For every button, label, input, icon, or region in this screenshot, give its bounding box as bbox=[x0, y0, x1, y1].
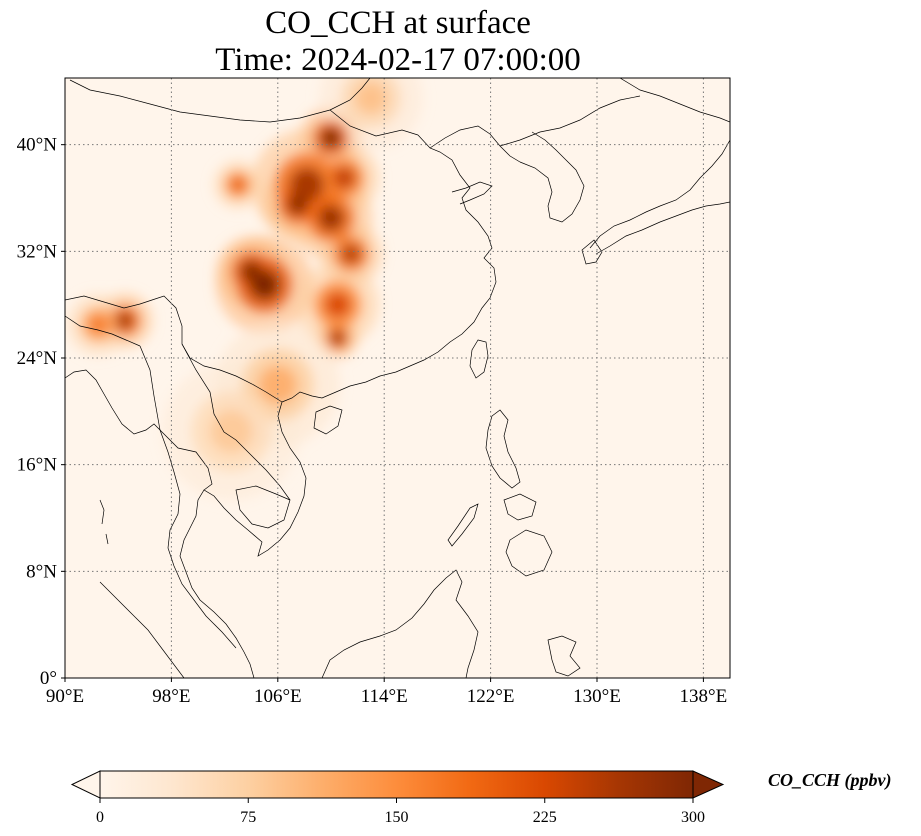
longitude-tick-label: 90°E bbox=[46, 686, 84, 707]
latitude-tick-label: 16°N bbox=[17, 455, 58, 476]
japan-coastline bbox=[589, 139, 730, 249]
colorbar-extend-low bbox=[70, 770, 101, 799]
china-southwest-border bbox=[65, 295, 283, 403]
colorbar-tick-label: 150 bbox=[385, 809, 409, 826]
cambodia-border bbox=[235, 485, 291, 529]
myanmar-coastline bbox=[65, 369, 161, 435]
map-frame bbox=[64, 77, 731, 679]
longitude-tick-label: 98°E bbox=[152, 686, 190, 707]
taiwan-coastline bbox=[469, 339, 489, 379]
concentration-hotspot bbox=[318, 205, 344, 231]
colorbar-tick-label: 300 bbox=[681, 809, 705, 826]
concentration-hotspot bbox=[116, 312, 134, 330]
sulawesi-coastline bbox=[547, 635, 581, 677]
colorbar-extend-high bbox=[692, 770, 725, 799]
concentration-hotspot bbox=[290, 167, 325, 202]
concentration-hotspot bbox=[354, 82, 387, 114]
longitude-tick-label: 122°E bbox=[467, 686, 515, 707]
concentration-hotspot bbox=[331, 331, 345, 345]
myanmar-border bbox=[139, 345, 161, 431]
borneo-coastline bbox=[321, 569, 479, 678]
china-coastline bbox=[281, 134, 497, 403]
latitude-tick-label: 40°N bbox=[17, 135, 58, 156]
longitude-tick-label: 106°E bbox=[254, 686, 302, 707]
concentration-hotspot bbox=[88, 315, 108, 335]
malay-west-coastline bbox=[159, 429, 237, 649]
hainan-coastline bbox=[313, 405, 343, 435]
colorbar-ticks: 0 75 150 225 300 bbox=[96, 798, 705, 826]
longitude-tick-label: 138°E bbox=[680, 686, 728, 707]
longitude-ticks: 90°E 98°E 106°E 114°E 122°E 130°E 138°E bbox=[46, 678, 727, 707]
palawan-coastline bbox=[447, 503, 479, 547]
latitude-ticks: 0° 8°N 16°N 24°N 32°N 40°N bbox=[17, 135, 65, 689]
latitude-tick-label: 24°N bbox=[17, 348, 58, 369]
colorbar-gradient bbox=[99, 770, 694, 799]
bohai-coast bbox=[429, 125, 521, 163]
concentration-hotspot bbox=[333, 167, 355, 189]
map-background bbox=[65, 78, 730, 678]
concentration-hotspot bbox=[230, 177, 246, 193]
mongolia-border bbox=[329, 109, 419, 137]
shandong-peninsula bbox=[451, 181, 493, 205]
indochina-coastline bbox=[179, 401, 307, 678]
thailand-border bbox=[159, 429, 213, 491]
himalaya-border bbox=[65, 315, 141, 347]
map-title-line2: Time: 2024-02-17 07:00:00 bbox=[215, 42, 581, 78]
kyushu bbox=[581, 239, 603, 265]
gridlines bbox=[65, 78, 730, 678]
map-plot-area bbox=[65, 78, 730, 678]
colorbar-title: CO_CCH (ppbv) bbox=[768, 770, 892, 790]
colorbar-tick-label: 0 bbox=[96, 809, 104, 826]
luzon-coastline bbox=[485, 409, 521, 489]
longitude-tick-label: 114°E bbox=[361, 686, 408, 707]
laos-border bbox=[181, 343, 291, 501]
mindanao-coastline bbox=[505, 529, 553, 577]
latitude-tick-label: 8°N bbox=[26, 561, 57, 582]
andaman-islands bbox=[99, 499, 109, 545]
colorbar: 0 75 150 225 300 bbox=[70, 770, 725, 826]
latitude-tick-label: 32°N bbox=[17, 241, 58, 262]
russia-coast bbox=[619, 78, 730, 123]
concentration-hotspot bbox=[341, 244, 361, 264]
longitude-tick-label: 130°E bbox=[573, 686, 621, 707]
concentration-hotspot bbox=[209, 410, 253, 453]
colorbar-tick-label: 225 bbox=[533, 809, 557, 826]
colorbar-tick-label: 75 bbox=[240, 809, 256, 826]
map-title-line1: CO_CCH at surface bbox=[265, 5, 531, 41]
coastlines-and-borders bbox=[65, 78, 730, 678]
concentration-hotspot bbox=[321, 128, 341, 148]
visayas-coastline bbox=[503, 493, 537, 521]
north-korea-border bbox=[499, 95, 641, 147]
concentration-field bbox=[67, 78, 423, 501]
japan-south-coast bbox=[595, 201, 730, 255]
china-northern-border bbox=[69, 78, 371, 123]
sumatra-coastline bbox=[99, 581, 185, 678]
concentration-hotspot bbox=[240, 260, 262, 283]
korea-coastline bbox=[519, 131, 585, 223]
concentration-hotspot bbox=[287, 194, 309, 216]
latitude-tick-label: 0° bbox=[40, 668, 57, 689]
concentration-hotspot bbox=[324, 291, 351, 318]
